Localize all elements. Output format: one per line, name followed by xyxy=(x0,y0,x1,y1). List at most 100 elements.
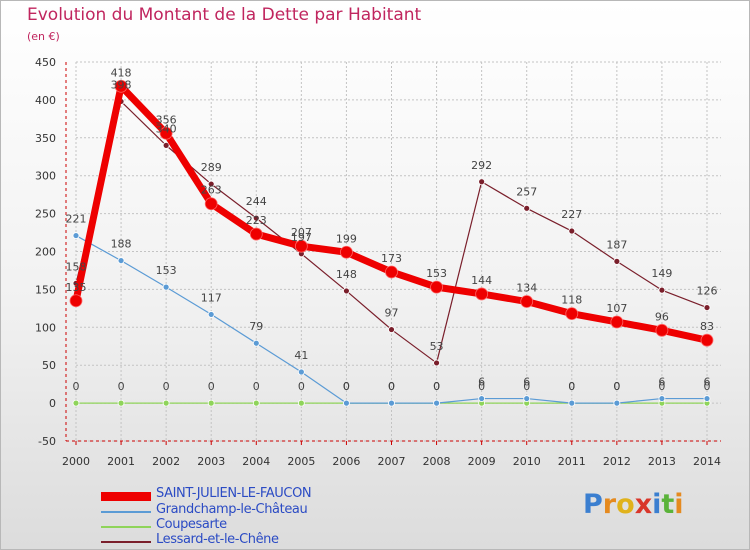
legend-swatch-grandchamp xyxy=(101,511,151,513)
data-label-lessard: 187 xyxy=(606,238,627,251)
data-point-lessard xyxy=(613,257,621,265)
chart-title: Evolution du Montant de la Dette par Hab… xyxy=(27,5,422,25)
data-label-lessard: 97 xyxy=(385,307,399,320)
logo-letter: o xyxy=(616,489,635,520)
logo-letter: i xyxy=(652,489,662,520)
data-point-grandchamp xyxy=(207,311,215,318)
data-label-saint-julien: 135 xyxy=(66,281,87,294)
data-point-saint-julien xyxy=(340,245,353,259)
data-label-grandchamp: 79 xyxy=(249,320,263,333)
x-tick-label: 2000 xyxy=(62,455,90,468)
data-label-lessard: 398 xyxy=(111,78,132,91)
data-point-lessard xyxy=(523,204,531,212)
data-point-coupesarte xyxy=(117,399,125,407)
data-point-saint-julien xyxy=(114,79,128,93)
data-point-lessard xyxy=(207,180,215,188)
data-point-saint-julien xyxy=(655,323,669,337)
data-label-lessard: 148 xyxy=(336,268,357,281)
data-point-lessard xyxy=(658,286,666,294)
data-label-coupesarte: 0 xyxy=(118,380,125,393)
data-point-coupesarte xyxy=(297,399,305,407)
data-point-saint-julien xyxy=(475,287,489,301)
data-point-coupesarte xyxy=(252,399,260,407)
x-tick-label: 2014 xyxy=(693,455,721,468)
legend-label-grandchamp: Grandchamp-le-Château xyxy=(156,502,308,517)
data-point-coupesarte xyxy=(72,399,80,407)
data-label-lessard: 257 xyxy=(516,185,537,198)
data-point-lessard xyxy=(162,141,170,149)
data-label-grandchamp: 0 xyxy=(388,380,395,393)
data-point-grandchamp xyxy=(658,395,666,402)
data-point-grandchamp xyxy=(613,399,621,407)
legend-label-lessard: Lessard-et-le-Chêne xyxy=(156,532,279,547)
data-point-grandchamp xyxy=(297,368,305,376)
data-label-lessard: 244 xyxy=(246,195,267,208)
data-point-grandchamp xyxy=(433,399,440,407)
data-label-lessard: 340 xyxy=(156,122,177,135)
x-tick-label: 2003 xyxy=(197,455,225,468)
data-point-saint-julien xyxy=(294,239,308,253)
data-label-saint-julien: 153 xyxy=(426,267,447,280)
data-point-saint-julien xyxy=(385,265,398,279)
data-point-coupesarte xyxy=(207,399,215,407)
x-tick-label: 2009 xyxy=(468,455,496,468)
data-point-lessard xyxy=(252,214,260,222)
data-label-lessard: 126 xyxy=(697,285,718,298)
data-point-saint-julien xyxy=(249,227,263,241)
x-tick-label: 2011 xyxy=(558,455,586,468)
y-tick-label: 0 xyxy=(49,397,56,410)
data-label-saint-julien: 356 xyxy=(156,113,177,126)
data-point-saint-julien xyxy=(69,294,83,308)
data-point-lessard xyxy=(388,326,395,333)
logo-letter: x xyxy=(634,489,653,520)
data-point-saint-julien xyxy=(159,126,173,140)
data-label-grandchamp: 188 xyxy=(111,238,132,251)
data-label-coupesarte: 0 xyxy=(658,380,665,393)
data-label-saint-julien: 223 xyxy=(246,214,267,227)
x-tick-label: 2005 xyxy=(287,455,315,468)
data-point-grandchamp xyxy=(523,395,531,402)
x-tick-label: 2006 xyxy=(332,455,360,468)
y-tick-label: 50 xyxy=(42,359,56,372)
data-label-coupesarte: 0 xyxy=(253,380,260,393)
data-label-saint-julien: 107 xyxy=(606,302,627,315)
y-tick-label: 450 xyxy=(35,56,56,69)
data-label-saint-julien: 263 xyxy=(201,184,222,197)
data-label-saint-julien: 83 xyxy=(700,320,714,333)
data-point-grandchamp xyxy=(117,257,125,264)
data-label-saint-julien: 418 xyxy=(111,66,132,79)
data-point-grandchamp xyxy=(478,395,486,402)
data-label-lessard: 227 xyxy=(561,208,582,221)
legend-label-saint-julien: SAINT-JULIEN-LE-FAUCON xyxy=(156,486,312,501)
data-point-grandchamp xyxy=(252,339,260,347)
data-label-grandchamp: 117 xyxy=(201,291,222,304)
data-point-grandchamp xyxy=(72,232,80,239)
data-label-saint-julien: 118 xyxy=(561,294,582,307)
x-tick-label: 2004 xyxy=(242,455,270,468)
logo-letter: P xyxy=(583,489,603,520)
data-label-lessard: 292 xyxy=(471,159,492,172)
y-tick-label: 400 xyxy=(35,94,56,107)
data-label-grandchamp: 0 xyxy=(343,380,350,393)
data-point-saint-julien xyxy=(700,333,714,347)
data-label-coupesarte: 0 xyxy=(73,380,80,393)
data-label-coupesarte: 0 xyxy=(298,380,305,393)
data-label-saint-julien: 207 xyxy=(291,226,312,239)
x-tick-label: 2010 xyxy=(513,455,541,468)
data-point-saint-julien xyxy=(520,295,534,308)
data-point-lessard xyxy=(703,304,711,311)
data-point-saint-julien xyxy=(610,315,624,329)
y-tick-label: 300 xyxy=(35,170,56,183)
data-label-grandchamp: 6 xyxy=(658,376,665,389)
data-label-grandchamp: 6 xyxy=(704,376,711,389)
chart-unit: (en €) xyxy=(27,30,60,43)
data-point-grandchamp xyxy=(388,399,395,407)
data-label-lessard: 158 xyxy=(66,260,87,273)
logo-letter: t xyxy=(661,489,675,520)
data-label-coupesarte: 0 xyxy=(704,380,711,393)
data-label-grandchamp: 41 xyxy=(294,349,308,362)
legend-swatch-coupesarte xyxy=(101,526,151,528)
y-tick-label: -50 xyxy=(38,435,56,448)
data-label-coupesarte: 0 xyxy=(568,380,575,393)
